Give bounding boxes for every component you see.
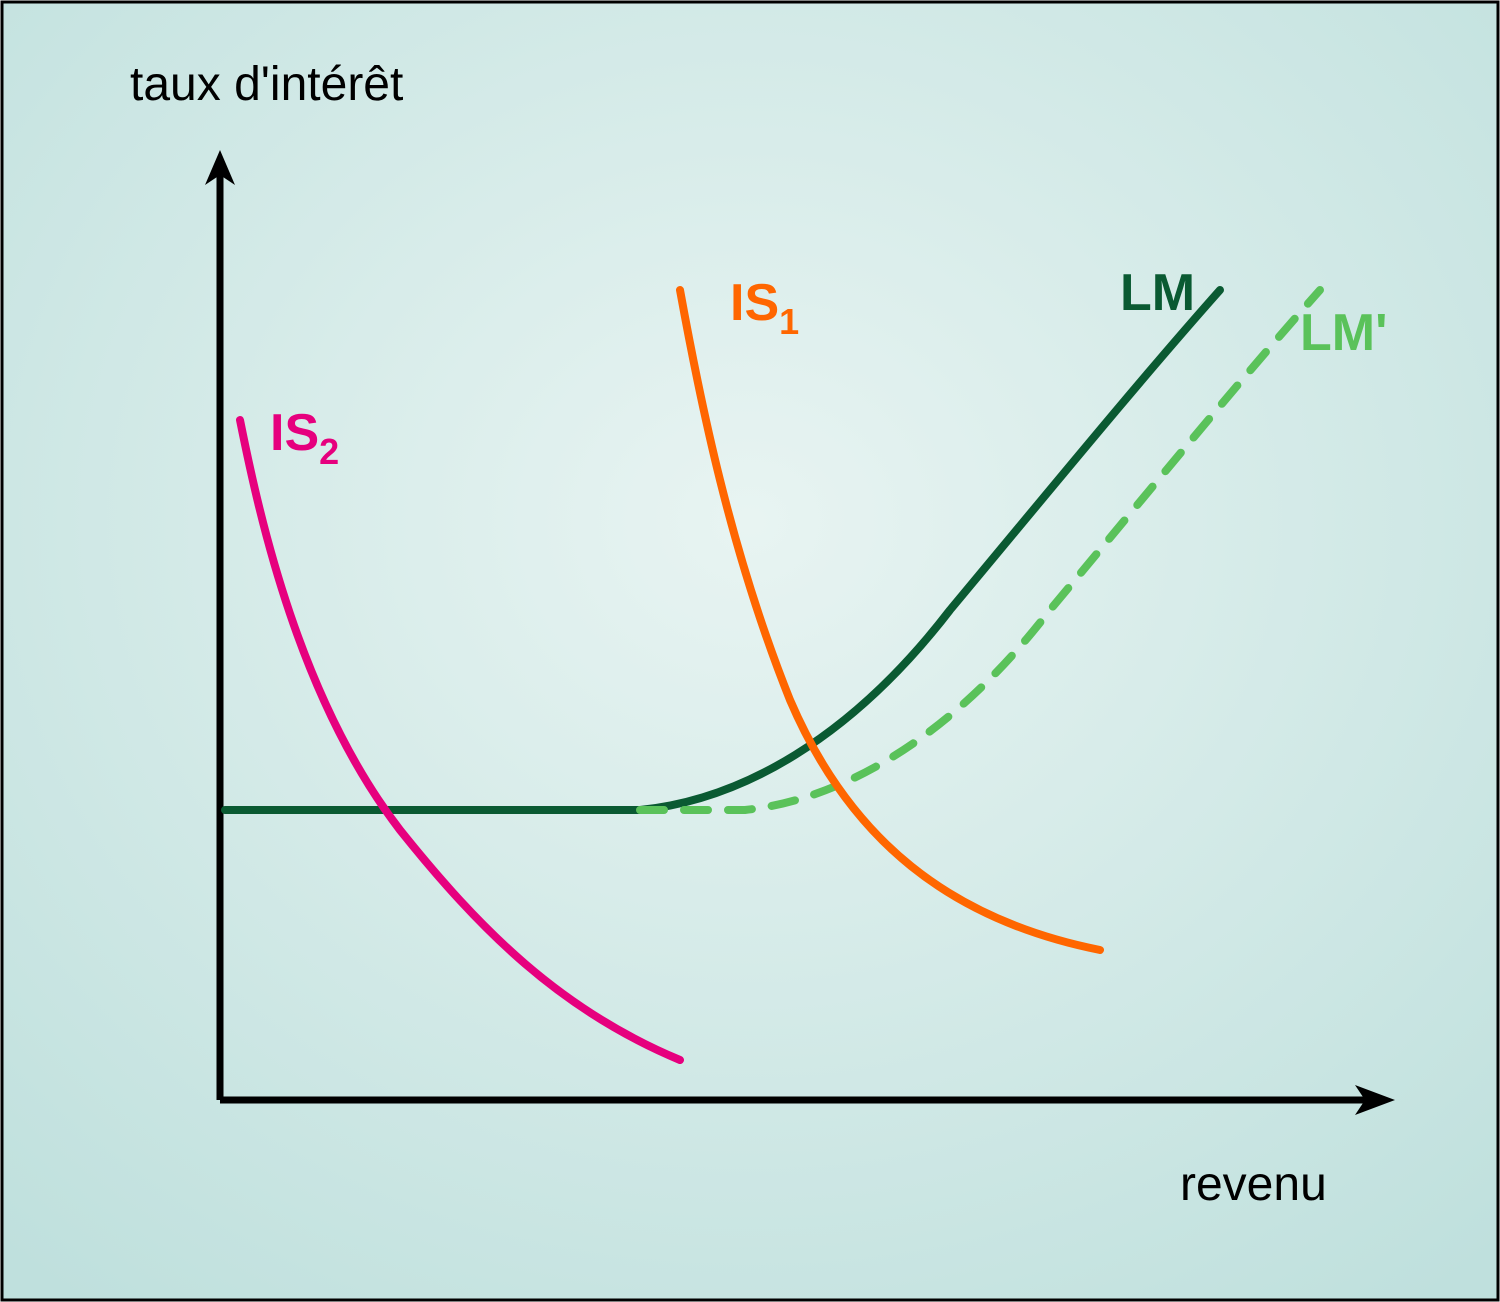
chart-background	[2, 2, 1498, 1300]
chart-svg: taux d'intérêt revenu IS2 IS1 LM LM'	[0, 0, 1500, 1302]
lm-label: LM	[1120, 264, 1195, 322]
islm-chart: taux d'intérêt revenu IS2 IS1 LM LM'	[0, 0, 1500, 1302]
x-axis-label: revenu	[1180, 1158, 1327, 1211]
lm-prime-label: LM'	[1300, 304, 1387, 362]
y-axis-label: taux d'intérêt	[130, 58, 403, 111]
